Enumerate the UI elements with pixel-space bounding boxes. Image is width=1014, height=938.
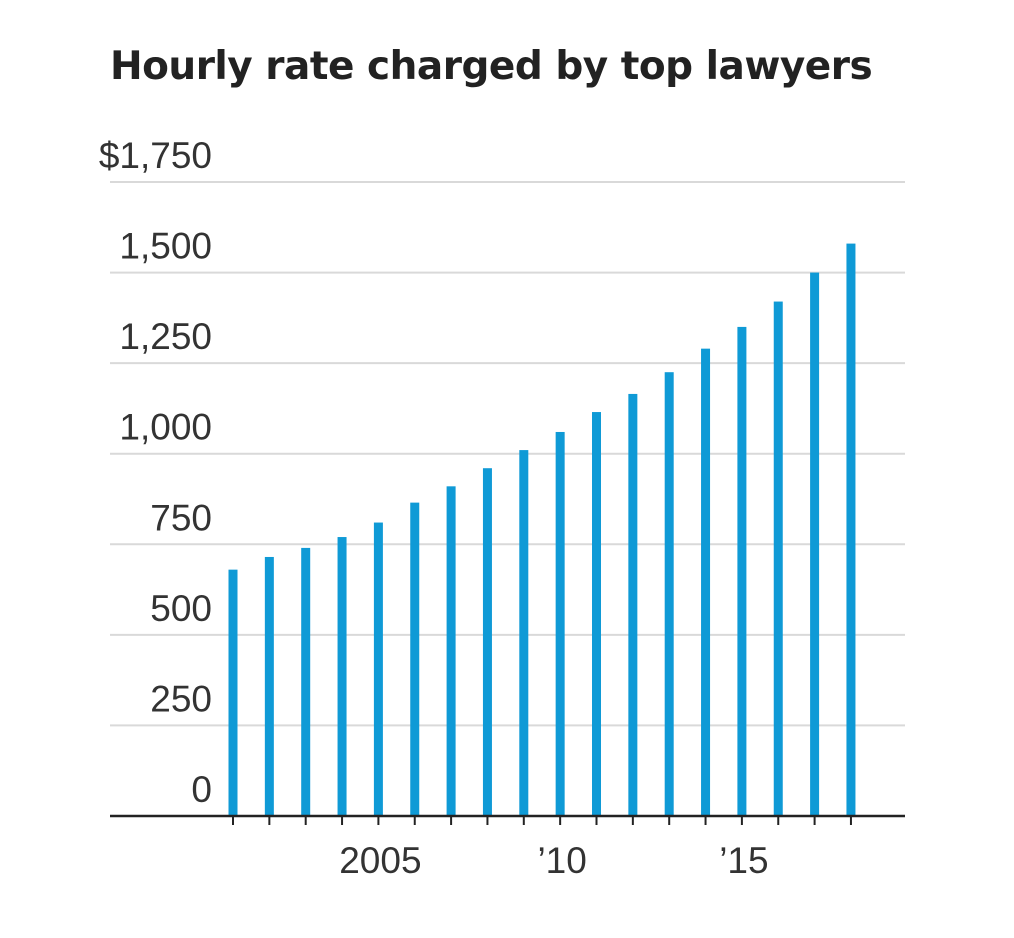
bar-2002 bbox=[264, 556, 274, 816]
bar-2005 bbox=[373, 522, 383, 816]
bar-2008 bbox=[482, 468, 492, 816]
bar-2007 bbox=[446, 486, 456, 816]
bar-2006 bbox=[410, 502, 420, 816]
y-tick-label: 500 bbox=[150, 588, 212, 629]
gridlines bbox=[110, 181, 905, 727]
x-tick-label: ’10 bbox=[537, 840, 586, 881]
x-axis bbox=[110, 814, 905, 825]
chart-title: Hourly rate charged by top lawyers bbox=[110, 44, 873, 89]
y-tick-label: 250 bbox=[150, 678, 212, 719]
bar-2014 bbox=[701, 348, 711, 816]
x-tick-label: 2005 bbox=[339, 840, 421, 881]
x-tick-label: ’15 bbox=[719, 840, 768, 881]
y-tick-label: 0 bbox=[191, 769, 212, 810]
bar-2016 bbox=[773, 301, 783, 816]
bar-2012 bbox=[628, 393, 638, 816]
bar-2015 bbox=[737, 326, 747, 816]
y-tick-label: 1,000 bbox=[119, 407, 212, 448]
bar-2010 bbox=[555, 431, 565, 816]
bar-2004 bbox=[337, 537, 347, 816]
bar-2001 bbox=[228, 569, 238, 816]
bar-2018 bbox=[846, 243, 856, 817]
bar-2009 bbox=[519, 450, 529, 816]
y-tick-label: 1,250 bbox=[119, 316, 212, 357]
bars bbox=[228, 243, 856, 817]
bar-2003 bbox=[301, 547, 311, 816]
bar-2017 bbox=[810, 272, 820, 817]
y-tick-label: $1,750 bbox=[99, 135, 212, 176]
y-axis-labels: 0 250 500 750 1,000 1,250 1,500 $1,750 bbox=[99, 135, 212, 810]
y-tick-label: 750 bbox=[150, 497, 212, 538]
x-axis-labels: 2005 ’10 ’15 bbox=[339, 840, 768, 881]
bar-2013 bbox=[664, 372, 674, 816]
bar-2011 bbox=[592, 412, 601, 816]
y-tick-label: 1,500 bbox=[119, 226, 212, 267]
